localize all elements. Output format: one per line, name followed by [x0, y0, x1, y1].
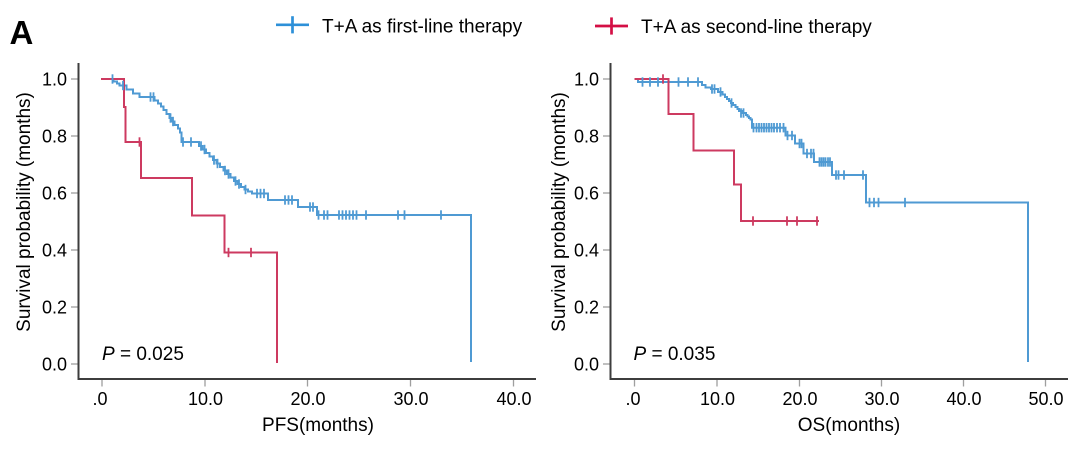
svg-text:40.0: 40.0 — [946, 389, 981, 409]
svg-text:50.0: 50.0 — [1028, 389, 1063, 409]
svg-text:0.4: 0.4 — [574, 240, 599, 260]
svg-text:Survival probability (months): Survival probability (months) — [549, 92, 570, 332]
svg-text:0.6: 0.6 — [574, 183, 599, 203]
svg-text:0.0: 0.0 — [574, 354, 599, 374]
svg-text:1.0: 1.0 — [574, 69, 599, 89]
svg-text:10.0: 10.0 — [700, 389, 735, 409]
svg-text:0.6: 0.6 — [42, 183, 67, 203]
svg-text:10.0: 10.0 — [188, 389, 223, 409]
svg-text:PFS(months): PFS(months) — [262, 415, 374, 436]
svg-text:0.4: 0.4 — [42, 240, 67, 260]
svg-text:T+A as first-line therapy: T+A as first-line therapy — [322, 17, 523, 38]
svg-text:.0: .0 — [92, 389, 107, 409]
svg-text:T+A as second-line therapy: T+A as second-line therapy — [641, 17, 872, 38]
svg-text:0.8: 0.8 — [574, 126, 599, 146]
svg-text:P = 0.035: P = 0.035 — [634, 344, 716, 365]
svg-text:1.0: 1.0 — [42, 69, 67, 89]
svg-text:40.0: 40.0 — [496, 389, 531, 409]
svg-text:30.0: 30.0 — [864, 389, 899, 409]
svg-text:0.2: 0.2 — [42, 297, 67, 317]
svg-text:A: A — [10, 14, 34, 51]
svg-text:P = 0.025: P = 0.025 — [102, 344, 184, 365]
svg-text:0.8: 0.8 — [42, 126, 67, 146]
svg-text:.0: .0 — [625, 389, 640, 409]
svg-text:0.0: 0.0 — [42, 354, 67, 374]
svg-text:Survival probability (months): Survival probability (months) — [14, 92, 35, 332]
svg-text:OS(months): OS(months) — [798, 415, 900, 436]
svg-text:20.0: 20.0 — [782, 389, 817, 409]
svg-text:30.0: 30.0 — [393, 389, 428, 409]
svg-text:20.0: 20.0 — [290, 389, 325, 409]
svg-text:0.2: 0.2 — [574, 297, 599, 317]
